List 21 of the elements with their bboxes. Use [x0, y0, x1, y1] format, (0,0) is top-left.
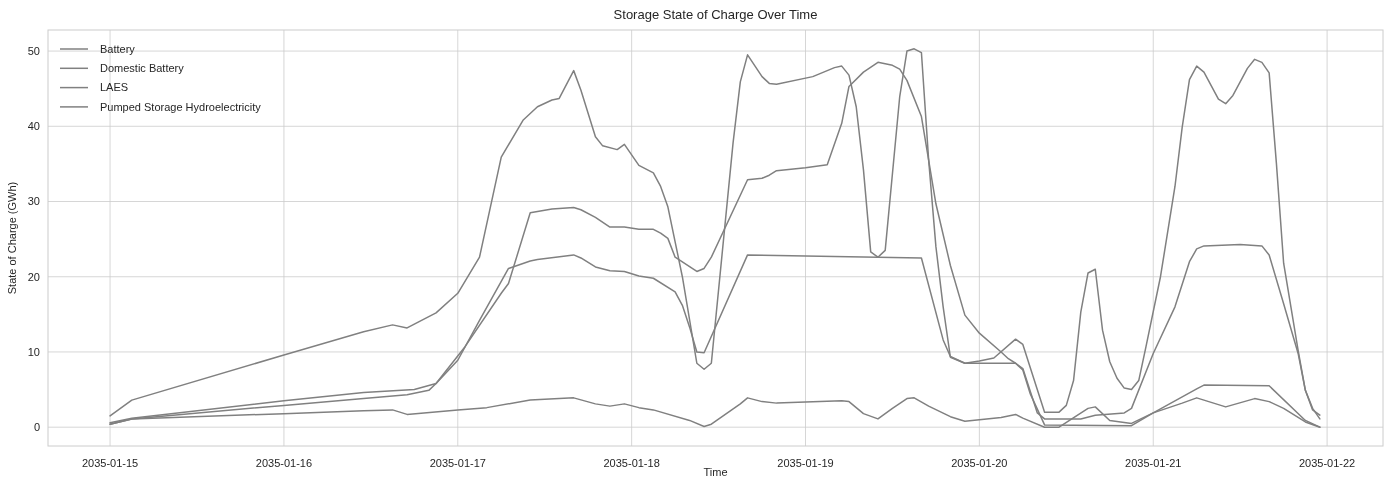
x-tick-label: 2035-01-21 [1125, 457, 1182, 469]
x-tick-label: 2035-01-20 [951, 457, 1008, 469]
legend-label: Domestic Battery [100, 62, 185, 75]
y-axis-title: State of Charge (GWh) [6, 181, 18, 295]
legend-label: Battery [100, 42, 136, 55]
y-tick-label: 30 [27, 195, 40, 208]
legend-label: Pumped Storage Hydroelectricity [100, 100, 262, 113]
x-tick-label: 2035-01-17 [429, 457, 486, 469]
y-tick-label: 0 [33, 421, 40, 434]
chart-title: Storage State of Charge Over Time [613, 7, 818, 22]
y-tick-label: 40 [27, 120, 40, 133]
y-tick-label: 50 [27, 44, 40, 57]
x-axis-title: Time [703, 466, 728, 478]
x-tick-label: 2035-01-16 [255, 457, 313, 469]
x-tick-label: 2035-01-15 [81, 457, 139, 469]
x-tick-label: 2035-01-19 [777, 457, 834, 469]
y-tick-label: 20 [27, 270, 40, 283]
x-tick-label: 2035-01-18 [603, 457, 660, 469]
y-tick-label: 10 [27, 345, 40, 358]
x-tick-label: 2035-01-22 [1298, 457, 1356, 469]
legend-label: LAES [100, 81, 129, 94]
